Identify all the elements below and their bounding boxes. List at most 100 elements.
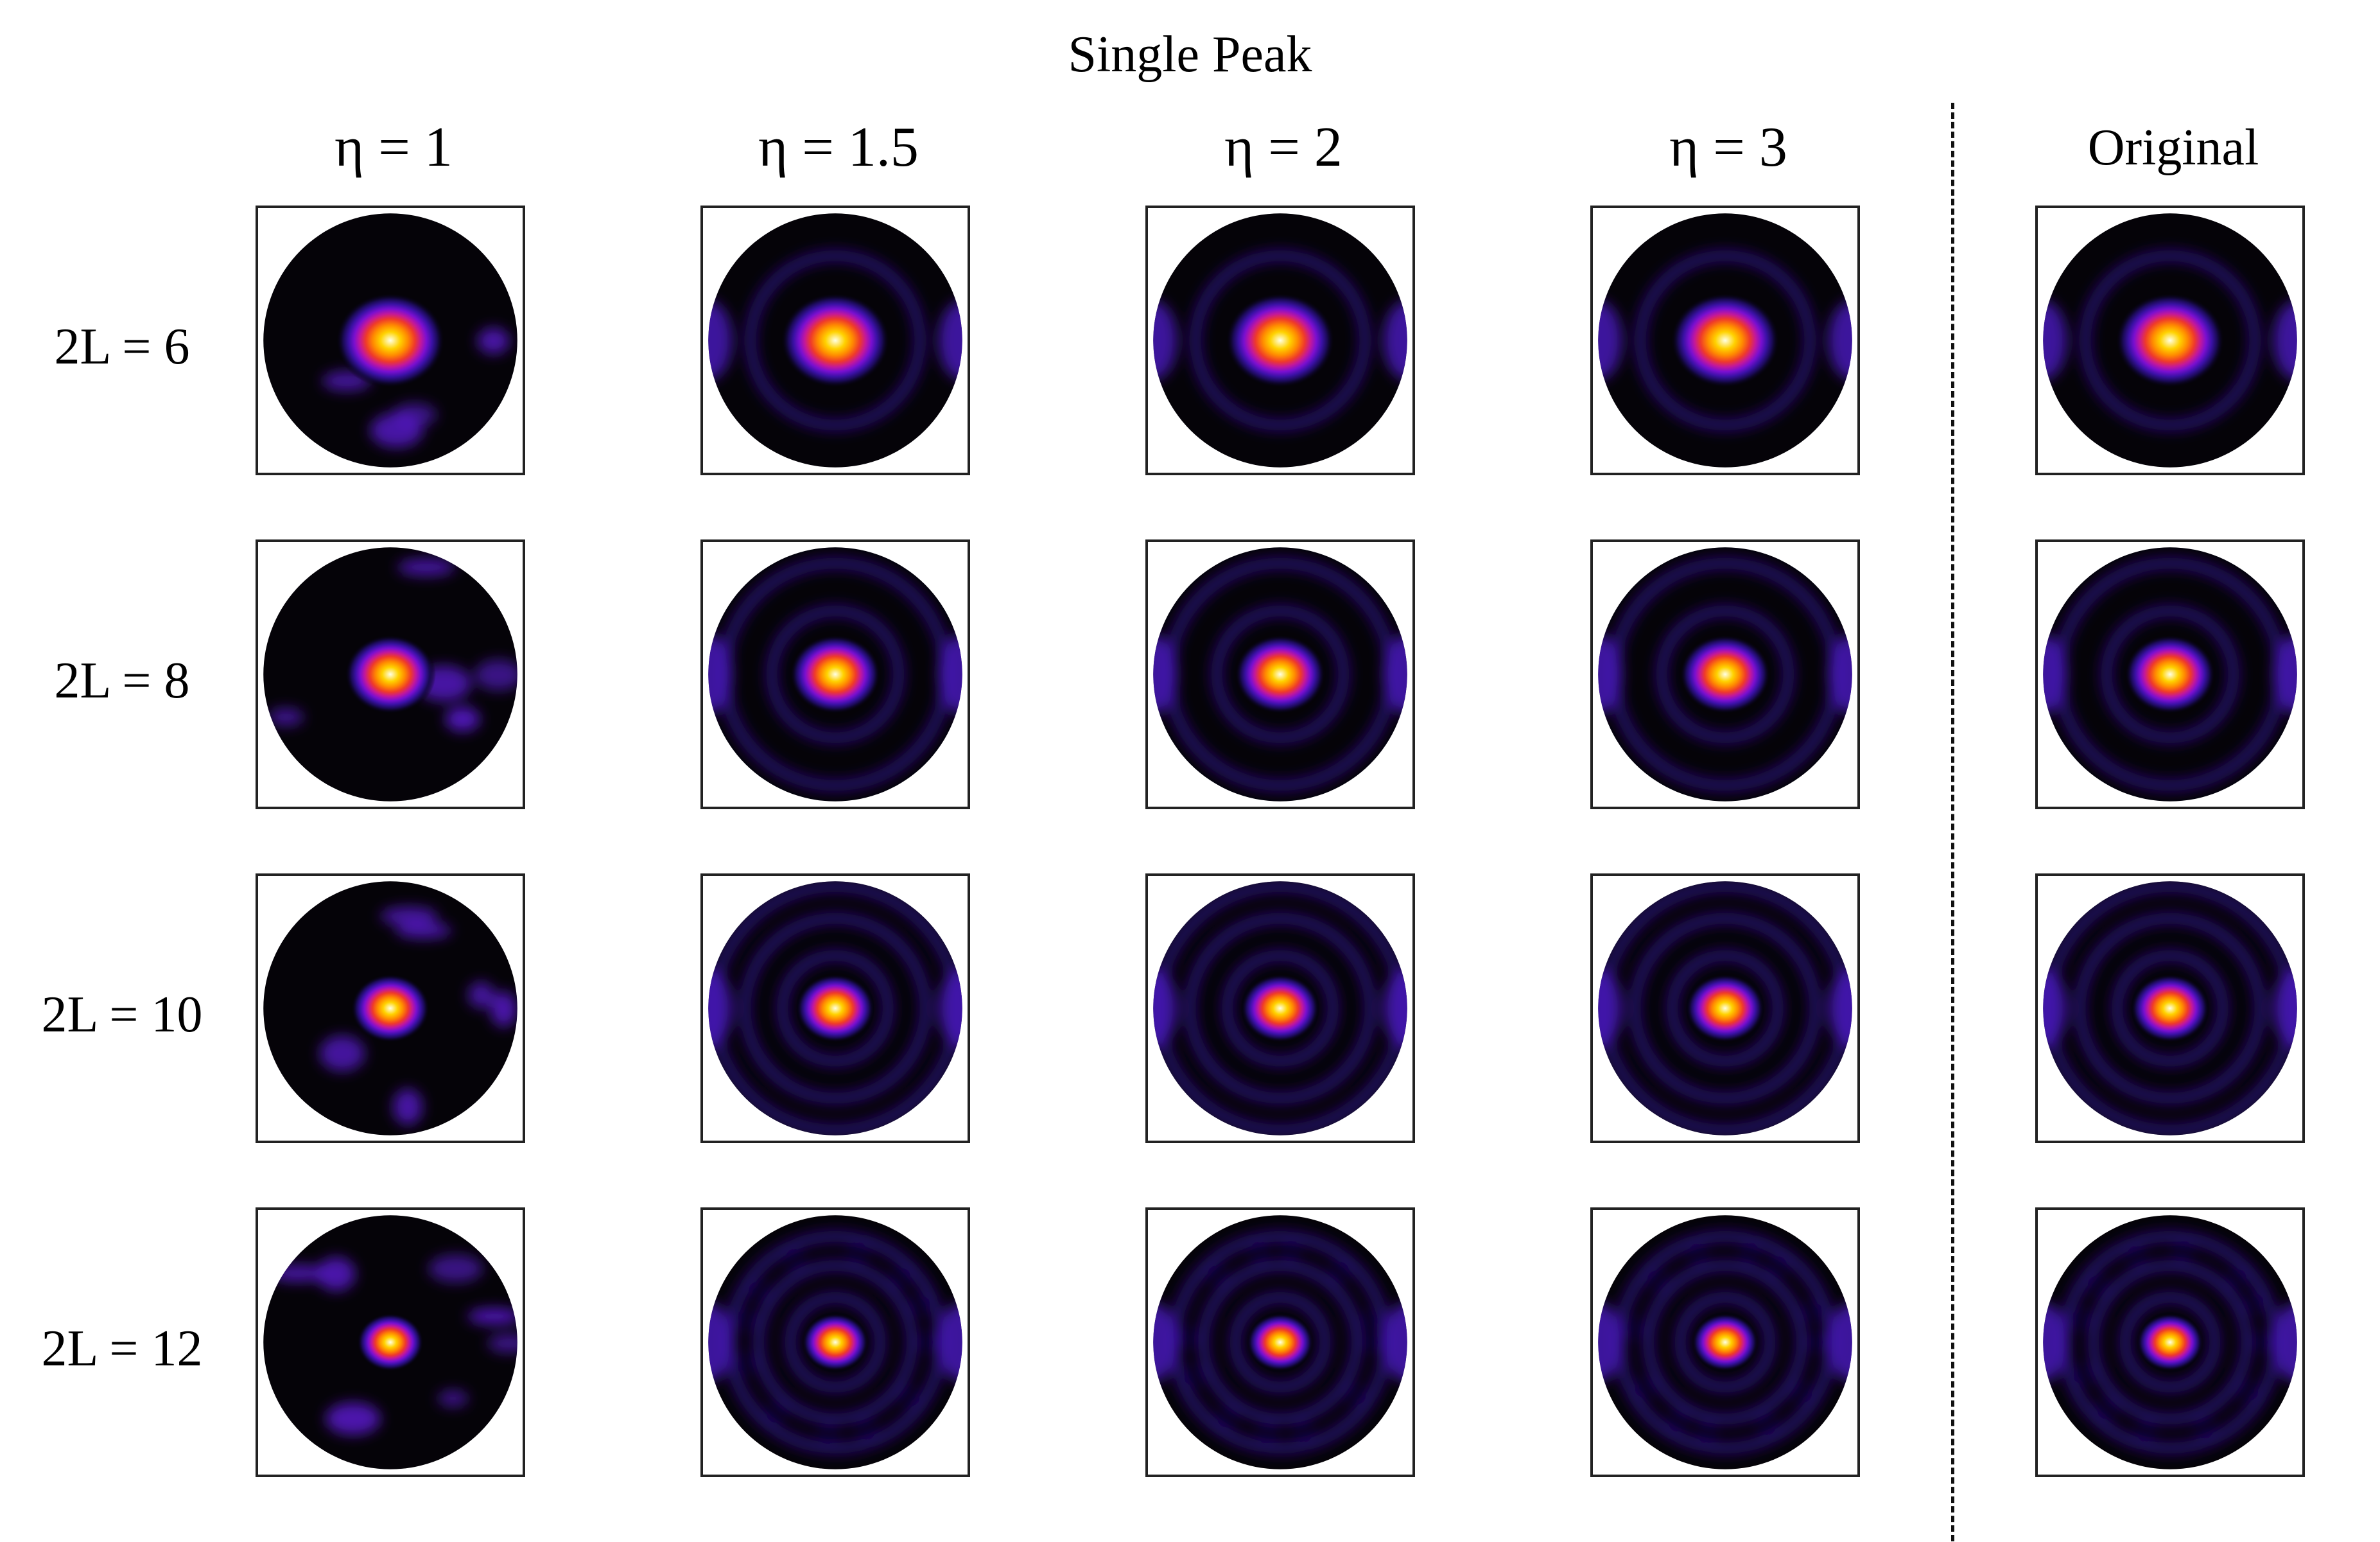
glyph-ring: [1634, 249, 1816, 432]
dark-pocket: [785, 1250, 804, 1268]
glyph-ring: [1666, 949, 1784, 1067]
column-header-original: Original: [2087, 119, 2259, 176]
dark-pocket: [749, 1281, 768, 1301]
odf-panel: [256, 1207, 525, 1477]
odf-panel: [1590, 1207, 1860, 1477]
dark-pocket: [2074, 1365, 2093, 1385]
noise-lobe: [393, 1089, 422, 1125]
noise-lobe: [428, 1254, 483, 1283]
dark-pocket: [2228, 1269, 2246, 1288]
odf-panel: [1145, 1207, 1415, 1477]
central-peak: [344, 635, 437, 714]
row-label-2l-10: 2L = 10: [41, 986, 203, 1043]
dark-pocket: [1258, 1424, 1277, 1444]
dark-pocket: [2097, 1400, 2116, 1419]
edge-lobe: [1153, 301, 1177, 380]
odf-panel: [1145, 873, 1415, 1143]
dark-pocket: [1185, 1367, 1204, 1387]
noise-lobe: [326, 1402, 381, 1435]
central-peak: [1225, 292, 1335, 389]
odf-glyph: [263, 547, 517, 802]
row-label-2l-8: 2L = 8: [54, 653, 190, 709]
column-header-eta-1: η = 1: [334, 116, 453, 179]
noise-lobe: [268, 708, 304, 726]
odf-panel: [2035, 206, 2305, 475]
noise-lobe: [445, 706, 480, 732]
glyph-ring: [1655, 604, 1795, 744]
edge-lobe: [2273, 301, 2297, 380]
edge-lobe: [2043, 968, 2067, 1048]
edge-lobe: [708, 1302, 733, 1382]
glyph-ring: [1629, 912, 1821, 1105]
edge-lobe: [1828, 968, 1852, 1048]
edge-lobe: [2273, 1302, 2297, 1382]
noise-lobe: [438, 1390, 469, 1407]
noise-lobe: [395, 922, 452, 939]
dark-pocket: [1361, 1312, 1380, 1331]
central-peak: [351, 974, 430, 1043]
odf-glyph: [1153, 213, 1407, 468]
dark-pocket: [1697, 1423, 1716, 1442]
noise-lobe: [490, 991, 517, 1028]
glyph-ring: [2111, 949, 2229, 1067]
noise-lobe: [477, 328, 510, 355]
odf-glyph: [708, 213, 962, 468]
edge-lobe: [1383, 1302, 1407, 1382]
odf-glyph: [263, 881, 517, 1135]
edge-lobe: [1598, 1302, 1622, 1382]
dark-pocket: [2126, 1247, 2146, 1266]
row-label-2l-12: 2L = 12: [41, 1320, 203, 1377]
edge-lobe: [1153, 635, 1177, 714]
dark-pocket: [819, 1425, 838, 1444]
edge-lobe: [2043, 301, 2067, 380]
dark-pocket: [2195, 1419, 2214, 1438]
dark-pocket: [848, 1243, 867, 1262]
dark-pocket: [900, 1388, 919, 1406]
glyph-ring: [1210, 604, 1350, 744]
noise-lobe: [468, 981, 494, 1008]
odf-panel: [700, 206, 970, 475]
dark-pocket: [2088, 1275, 2107, 1295]
edge-lobe: [1598, 301, 1622, 380]
column-header-eta-2: η = 2: [1224, 116, 1342, 179]
central-peak: [2115, 292, 2225, 389]
central-peak: [1685, 974, 1765, 1043]
edge-lobe: [2043, 635, 2067, 714]
odf-panel: [1145, 539, 1415, 809]
odf-glyph: [1598, 213, 1852, 468]
dark-pocket: [1217, 1408, 1236, 1427]
odf-glyph: [708, 1215, 962, 1469]
dark-pocket: [1249, 1243, 1269, 1261]
odf-glyph: [1598, 1215, 1852, 1469]
central-peak: [2130, 974, 2210, 1043]
glyph-ring: [1189, 249, 1371, 432]
dark-pocket: [2244, 1293, 2263, 1312]
edge-lobe: [938, 635, 962, 714]
edge-lobe: [938, 968, 962, 1048]
central-peak: [2124, 635, 2216, 714]
noise-lobe: [474, 659, 517, 691]
dark-pocket: [1294, 1423, 1314, 1441]
edge-lobe: [1153, 968, 1177, 1048]
glyph-ring: [752, 1259, 918, 1425]
noise-lobe: [467, 1308, 517, 1325]
column-header-eta-1-5: η = 1.5: [758, 116, 919, 179]
edge-lobe: [1828, 301, 1852, 380]
noise-lobe: [487, 1334, 517, 1353]
dark-pocket: [892, 1268, 911, 1287]
glyph-ring: [2074, 912, 2266, 1105]
noise-lobe: [319, 1035, 365, 1072]
edge-lobe: [1598, 968, 1622, 1048]
edge-lobe: [708, 968, 733, 1048]
odf-panel: [2035, 873, 2305, 1143]
odf-panel: [256, 206, 525, 475]
central-peak: [2136, 1313, 2204, 1372]
central-peak: [1679, 635, 1771, 714]
central-peak: [1670, 292, 1780, 389]
glyph-ring: [2100, 604, 2240, 744]
odf-panel: [256, 873, 525, 1143]
odf-glyph: [2043, 881, 2297, 1135]
odf-panel: [256, 539, 525, 809]
edge-lobe: [1383, 968, 1407, 1048]
odf-panel: [1590, 873, 1860, 1143]
